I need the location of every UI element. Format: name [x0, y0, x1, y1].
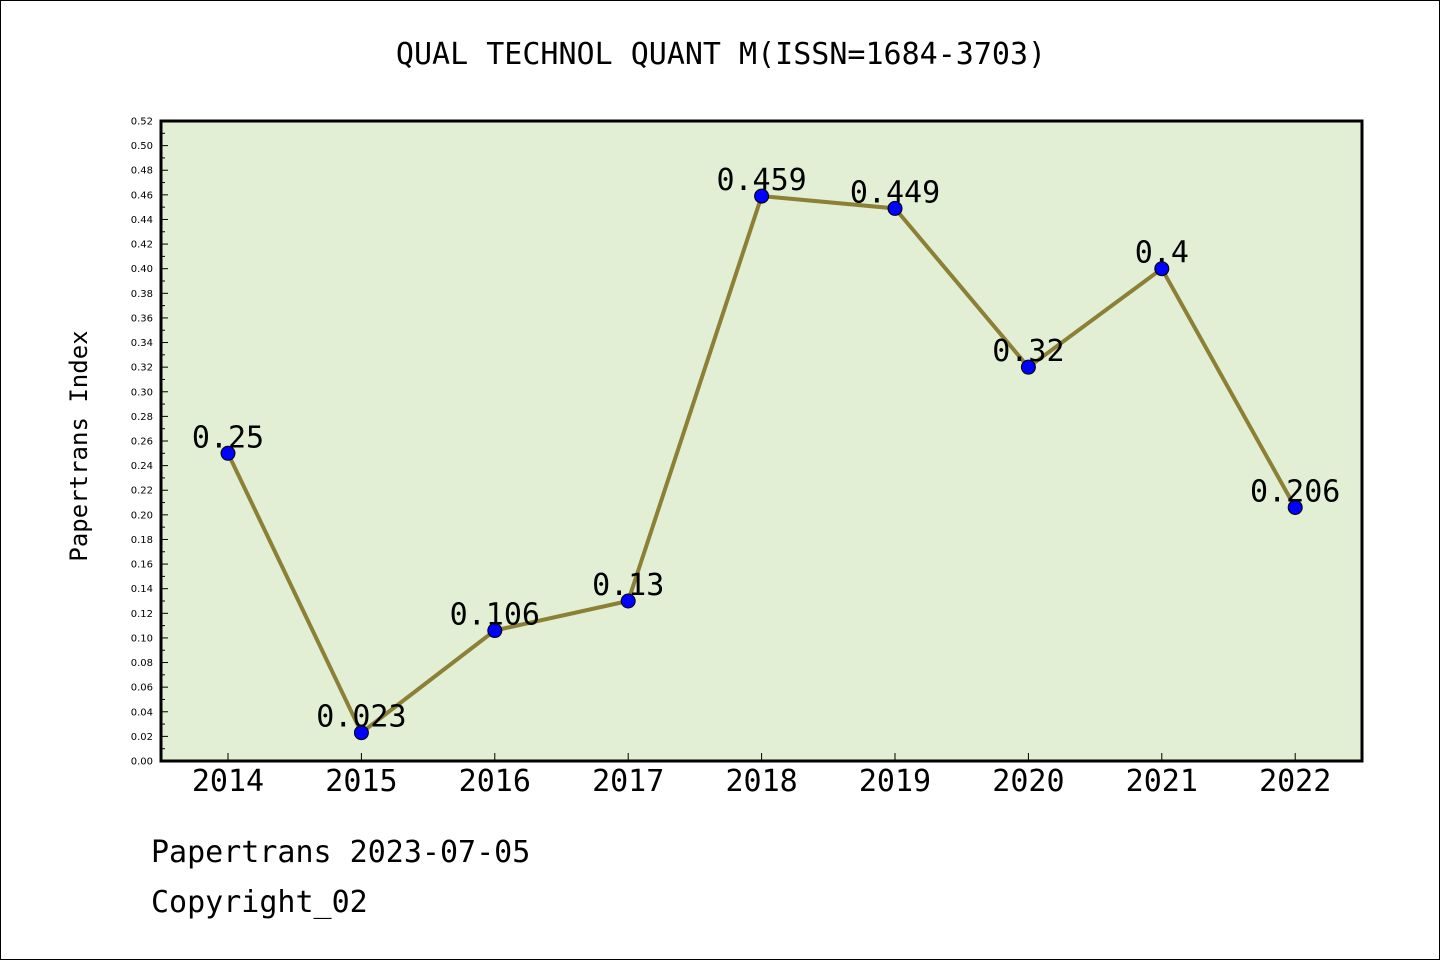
y-tick-label: 0.30 [131, 387, 153, 398]
y-tick-label: 0.00 [131, 757, 153, 768]
y-tick-label: 0.26 [131, 437, 153, 448]
y-tick-label: 0.44 [131, 215, 153, 226]
y-tick-label: 0.06 [131, 683, 153, 694]
data-label: 0.13 [592, 568, 664, 603]
data-point [1287, 499, 1303, 515]
y-tick-label: 0.46 [131, 190, 153, 201]
data-label: 0.459 [716, 163, 806, 198]
data-labels: 0.25 0.023 0.106 0.13 0.459 0.449 0.32 0.4 0.206 [192, 163, 1340, 735]
data-label: 0.206 [1250, 474, 1340, 509]
x-tick-label: 2015 [325, 764, 397, 799]
y-tick-label: 0.36 [131, 313, 153, 324]
y-tick-label: 0.28 [131, 412, 153, 423]
x-tick-label: 2014 [192, 764, 264, 799]
y-axis: 0.00 0.02 0.04 0.06 0.08 0.10 0.12 0.14 0.16 0.18… [131, 117, 168, 768]
data-point [220, 445, 236, 461]
data-point [487, 623, 503, 639]
y-tick-label: 0.50 [131, 141, 153, 152]
data-label: 0.25 [192, 420, 264, 455]
x-tick-label: 2022 [1259, 764, 1331, 799]
y-tick-label: 0.08 [131, 658, 153, 669]
y-tick-label: 0.38 [131, 289, 153, 300]
data-points [220, 188, 1303, 741]
data-point [353, 725, 369, 741]
plot-area [161, 121, 1362, 761]
data-point [620, 593, 636, 609]
data-point [887, 200, 903, 216]
y-axis-label: Papertrans Index [65, 330, 93, 561]
footer-copyright: Copyright_02 [151, 885, 368, 920]
x-tick-label: 2019 [859, 764, 931, 799]
y-tick-label: 0.14 [131, 584, 153, 595]
data-point [1020, 359, 1036, 375]
plot-frame [159, 119, 1364, 763]
y-tick-label: 0.20 [131, 510, 153, 521]
y-tick-label: 0.42 [131, 240, 153, 251]
x-tick-label: 2017 [592, 764, 664, 799]
y-tick-label: 0.32 [131, 363, 153, 374]
y-tick-label: 0.04 [131, 707, 153, 718]
chart-title: QUAL TECHNOL QUANT M(ISSN=1684-3703) [395, 37, 1047, 72]
data-label: 0.32 [992, 334, 1064, 369]
y-tick-label: 0.02 [131, 732, 153, 743]
x-tick-label: 2018 [725, 764, 797, 799]
y-tick-label: 0.16 [131, 560, 153, 571]
y-tick-label: 0.34 [131, 338, 153, 349]
y-tick-label: 0.52 [131, 117, 153, 128]
data-label: 0.023 [316, 700, 406, 735]
footer-date: Papertrans 2023-07-05 [151, 835, 531, 870]
data-label: 0.106 [450, 598, 540, 633]
data-label: 0.4 [1135, 236, 1189, 271]
data-label: 0.449 [850, 175, 940, 210]
x-tick-label: 2021 [1126, 764, 1198, 799]
x-tick-label: 2016 [459, 764, 531, 799]
data-point [1154, 261, 1170, 277]
data-point [754, 188, 770, 204]
x-axis: 2014 2015 2016 2017 2018 2019 2020 2021 2022 [192, 753, 1331, 799]
y-tick-label: 0.24 [131, 461, 153, 472]
y-tick-label: 0.40 [131, 264, 153, 275]
y-tick-label: 0.12 [131, 609, 153, 620]
y-tick-label: 0.10 [131, 633, 153, 644]
y-tick-label: 0.18 [131, 535, 153, 546]
y-tick-label: 0.22 [131, 486, 153, 497]
x-tick-label: 2020 [992, 764, 1064, 799]
y-tick-label: 0.48 [131, 166, 153, 177]
